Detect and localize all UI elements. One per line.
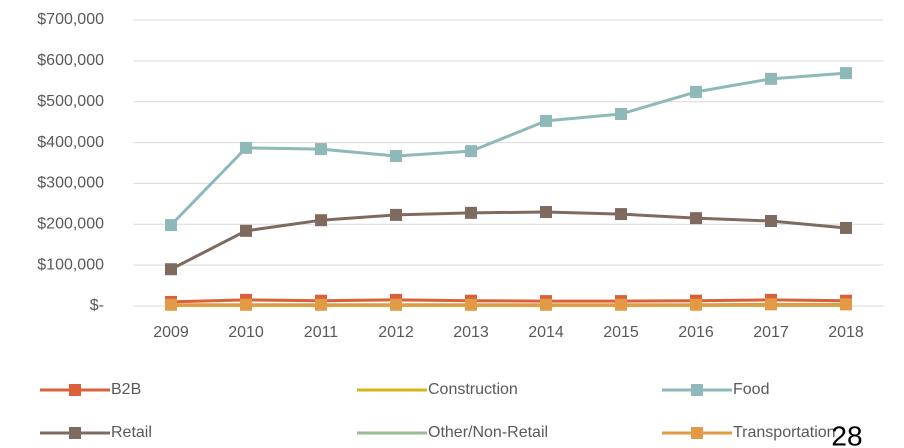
- legend-label: Food: [733, 381, 769, 398]
- legend-label: Construction: [428, 381, 518, 398]
- series-marker: [690, 212, 702, 225]
- series-marker: [240, 298, 252, 311]
- legend-marker: [691, 384, 703, 396]
- series-marker: [465, 206, 477, 219]
- series-marker: [465, 298, 477, 311]
- series-marker: [315, 143, 327, 156]
- series-marker: [540, 114, 552, 127]
- legend-label: Other/Non-Retail: [428, 424, 548, 441]
- series-marker: [465, 145, 477, 158]
- series-marker: [765, 215, 777, 228]
- series-marker: [315, 214, 327, 227]
- y-tick-label: $500,000: [37, 93, 104, 110]
- y-tick-label: $300,000: [37, 175, 104, 192]
- y-tick-label: $200,000: [37, 216, 104, 233]
- series-marker: [690, 298, 702, 311]
- series-marker: [390, 208, 402, 221]
- legend-label: B2B: [111, 381, 141, 398]
- legend-marker: [69, 427, 81, 439]
- y-tick-label: $-: [90, 297, 104, 314]
- page-number: 28: [831, 420, 862, 448]
- series-marker: [615, 298, 627, 311]
- series-marker: [390, 298, 402, 311]
- series-marker: [540, 298, 552, 311]
- x-tick-label: 2016: [678, 324, 714, 341]
- series-marker: [165, 219, 177, 232]
- y-tick-label: $600,000: [37, 52, 104, 69]
- series-marker: [240, 224, 252, 237]
- series-marker: [840, 67, 852, 80]
- legend-label: Transportation: [733, 424, 836, 441]
- series-line: [170, 210, 847, 271]
- x-tick-label: 2018: [828, 324, 864, 341]
- legend-label: Retail: [111, 424, 152, 441]
- series-marker: [315, 298, 327, 311]
- y-tick-label: $400,000: [37, 134, 104, 151]
- series-marker: [165, 263, 177, 276]
- x-tick-label: 2013: [453, 324, 489, 341]
- series-marker: [615, 107, 627, 120]
- series-marker: [390, 150, 402, 163]
- x-tick-label: 2014: [528, 324, 564, 341]
- series-marker: [690, 85, 702, 98]
- legend-marker: [691, 427, 703, 439]
- x-tick-label: 2012: [378, 324, 414, 341]
- series-line: [170, 298, 847, 304]
- series-line: [169, 71, 847, 227]
- series-marker: [765, 298, 777, 311]
- x-tick-label: 2017: [753, 324, 789, 341]
- x-tick-label: 2009: [153, 324, 189, 341]
- series-marker: [240, 141, 252, 154]
- series-marker: [165, 298, 177, 311]
- series-marker: [540, 206, 552, 219]
- series-marker: [615, 208, 627, 221]
- x-tick-label: 2015: [603, 324, 639, 341]
- series-marker: [765, 72, 777, 85]
- y-tick-label: $100,000: [37, 256, 104, 273]
- x-tick-label: 2010: [228, 324, 264, 341]
- x-tick-label: 2011: [304, 324, 339, 341]
- legend-marker: [69, 384, 81, 396]
- y-tick-label: $700,000: [37, 11, 104, 28]
- series-marker: [840, 298, 852, 311]
- series-marker: [840, 221, 852, 234]
